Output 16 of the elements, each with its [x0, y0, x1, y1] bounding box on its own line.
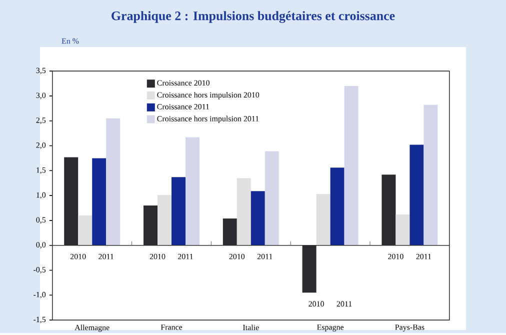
bar — [410, 144, 424, 246]
bar — [186, 137, 200, 246]
bar — [424, 104, 438, 246]
bar — [172, 177, 186, 246]
bar — [106, 118, 120, 246]
bar — [264, 151, 279, 246]
bar — [236, 178, 251, 246]
bar — [396, 214, 410, 246]
chart-title: Graphique 2 : Impulsions budgétaires et croissance — [112, 11, 395, 23]
bar — [344, 86, 358, 246]
bar — [92, 158, 106, 246]
bar — [158, 194, 172, 246]
bar — [330, 168, 344, 246]
bar — [250, 191, 265, 246]
bar — [316, 194, 330, 246]
bar — [78, 215, 92, 246]
